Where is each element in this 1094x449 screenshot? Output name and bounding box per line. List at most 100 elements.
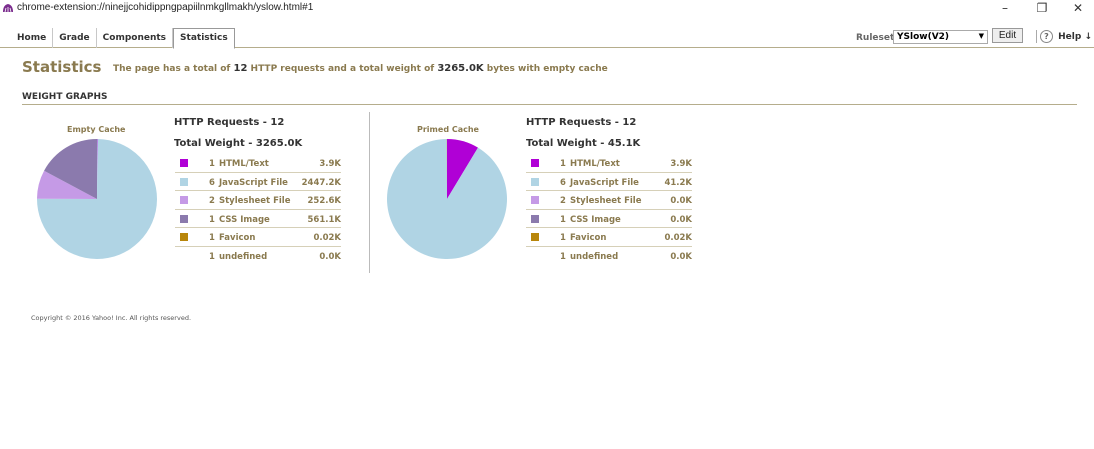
- legend-swatch: [180, 196, 188, 205]
- summary-text-post: bytes with empty cache: [486, 64, 608, 74]
- summary-requests: 12: [233, 63, 248, 74]
- legend-count: 2: [560, 196, 566, 207]
- empty-cache-legend-row: 1 undefined 0.0K: [175, 247, 341, 266]
- legend-swatch: [180, 177, 188, 186]
- primed-cache-requests: HTTP Requests - 12: [526, 117, 637, 128]
- tab-statistics[interactable]: Statistics: [173, 28, 235, 49]
- primed-cache-pie-chart: [387, 139, 507, 259]
- help-label: Help ↓: [1058, 32, 1092, 42]
- pie-slice-js: [387, 139, 507, 259]
- legend-size: 3.9K: [319, 159, 341, 169]
- primed-cache-legend: 1 HTML/Text 3.9K 6 JavaScript File 41.2K 2 Styl…: [526, 154, 692, 266]
- legend-count: 2: [209, 196, 215, 207]
- legend-count: 1: [209, 159, 215, 169]
- legend-size: 252.6K: [307, 196, 341, 207]
- toolbar: Home Grade Components Statistics Ruleset…: [0, 28, 1094, 49]
- primed-cache-legend-row: 1 CSS Image 0.0K: [526, 210, 692, 229]
- summary-text-mid: HTTP requests and a total weight of: [250, 64, 435, 74]
- yslow-logo-icon: [3, 4, 13, 13]
- legend-count: 6: [209, 177, 215, 188]
- tab-bar: Home Grade Components Statistics: [11, 28, 235, 49]
- empty-cache-legend-row: 1 HTML/Text 3.9K: [175, 154, 341, 173]
- legend-type: HTML/Text: [219, 159, 269, 169]
- legend-size: 41.2K: [664, 177, 692, 188]
- empty-cache-legend-row: 1 CSS Image 561.1K: [175, 210, 341, 229]
- summary-text-pre: The page has a total of: [113, 64, 231, 74]
- tab-components[interactable]: Components: [97, 28, 174, 48]
- empty-cache-requests: HTTP Requests - 12: [174, 117, 285, 128]
- legend-swatch: [180, 214, 188, 223]
- empty-cache-legend: 1 HTML/Text 3.9K 6 JavaScript File 2447.2K 2 St…: [175, 154, 341, 266]
- legend-swatch: [531, 233, 539, 242]
- panel-divider: [369, 112, 370, 273]
- legend-swatch: [531, 196, 539, 205]
- edit-button[interactable]: Edit: [992, 28, 1023, 43]
- legend-swatch: [180, 252, 188, 260]
- legend-swatch: [531, 252, 539, 260]
- legend-count: 1: [560, 251, 566, 262]
- tab-grade[interactable]: Grade: [53, 28, 97, 48]
- legend-size: 0.02K: [664, 233, 692, 244]
- summary-weight: 3265.0K: [437, 63, 484, 74]
- legend-type: Favicon: [219, 233, 256, 244]
- legend-count: 1: [209, 233, 215, 244]
- legend-type: Stylesheet File: [570, 196, 642, 207]
- legend-type: Favicon: [570, 233, 607, 244]
- legend-count: 1: [560, 159, 566, 169]
- empty-cache-pie-chart: [37, 139, 157, 259]
- legend-type: JavaScript File: [570, 177, 639, 188]
- empty-cache-label: Empty Cache: [67, 125, 126, 134]
- section-heading: WEIGHT GRAPHS: [22, 92, 1077, 105]
- legend-count: 1: [209, 214, 215, 225]
- legend-size: 0.0K: [670, 251, 692, 262]
- legend-size: 0.0K: [670, 214, 692, 225]
- title-bar: chrome-extension://ninejjcohidippngpapii…: [0, 0, 1094, 18]
- rulesets-select[interactable]: YSlow(V2) ▼: [893, 30, 988, 44]
- close-button[interactable]: ✕: [1072, 1, 1084, 15]
- legend-type: JavaScript File: [219, 177, 288, 188]
- legend-count: 6: [560, 177, 566, 188]
- stats-summary: The page has a total of 12 HTTP requests…: [113, 63, 608, 74]
- empty-cache-legend-row: 6 JavaScript File 2447.2K: [175, 173, 341, 192]
- restore-button[interactable]: ❐: [1036, 1, 1048, 15]
- legend-size: 2447.2K: [301, 177, 341, 188]
- legend-swatch: [531, 177, 539, 186]
- legend-count: 1: [209, 251, 215, 262]
- pie-slice-cssimg: [44, 139, 97, 199]
- toolbar-separator: [1036, 30, 1037, 43]
- primed-cache-legend-row: 1 undefined 0.0K: [526, 247, 692, 266]
- primed-cache-legend-row: 6 JavaScript File 41.2K: [526, 173, 692, 192]
- rulesets-selected-value: YSlow(V2): [897, 32, 950, 42]
- legend-swatch: [180, 159, 188, 167]
- copyright-text: Copyright © 2016 Yahoo! Inc. All rights …: [31, 314, 192, 322]
- legend-size: 561.1K: [307, 214, 341, 225]
- help-button[interactable]: ? Help ↓: [1036, 30, 1092, 43]
- legend-size: 0.02K: [313, 233, 341, 244]
- help-icon: ?: [1040, 30, 1053, 43]
- legend-swatch: [180, 233, 188, 242]
- primed-cache-legend-row: 2 Stylesheet File 0.0K: [526, 191, 692, 210]
- legend-type: CSS Image: [219, 214, 270, 225]
- page-title: Statistics: [22, 58, 102, 76]
- minimize-button[interactable]: –: [1002, 1, 1008, 15]
- legend-size: 0.0K: [319, 251, 341, 262]
- primed-cache-label: Primed Cache: [417, 125, 479, 134]
- dropdown-arrow-icon: ▼: [978, 32, 984, 40]
- window-url: chrome-extension://ninejjcohidippngpapii…: [17, 2, 314, 13]
- primed-cache-weight: Total Weight - 45.1K: [526, 138, 641, 149]
- legend-swatch: [531, 159, 539, 167]
- empty-cache-weight: Total Weight - 3265.0K: [174, 138, 303, 149]
- pie-slice-html: [447, 139, 479, 199]
- legend-type: HTML/Text: [570, 159, 620, 169]
- primed-cache-legend-row: 1 Favicon 0.02K: [526, 228, 692, 247]
- legend-count: 1: [560, 214, 566, 225]
- pie-slice-css: [37, 170, 97, 199]
- tab-home[interactable]: Home: [11, 28, 54, 48]
- legend-swatch: [531, 214, 539, 223]
- primed-cache-legend-row: 1 HTML/Text 3.9K: [526, 154, 692, 173]
- legend-count: 1: [560, 233, 566, 244]
- empty-cache-legend-row: 1 Favicon 0.02K: [175, 228, 341, 247]
- legend-type: undefined: [219, 251, 268, 262]
- legend-size: 3.9K: [670, 159, 692, 169]
- pie-slice-js: [37, 139, 157, 259]
